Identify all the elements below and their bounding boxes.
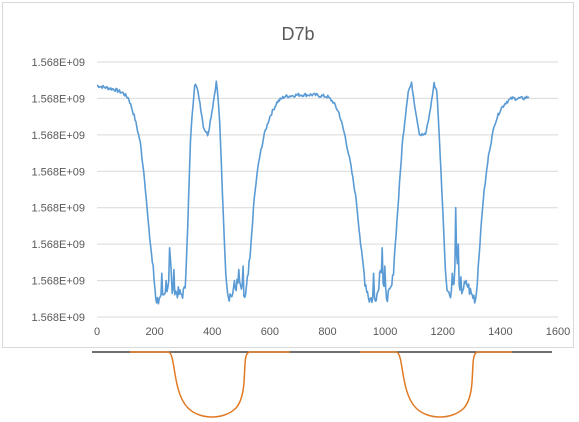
x-tick-label: 400 [203,326,221,338]
x-tick-label: 1000 [373,326,397,338]
x-tick-label: 200 [145,326,163,338]
y-axis-ticks: 1.568E+09 1.568E+09 1.568E+09 1.568E+09 1.56… [31,57,85,324]
y-tick-label: 1.568E+09 [31,312,85,324]
x-tick-label: 800 [318,326,336,338]
x-tick-label: 1600 [546,326,570,338]
annotation-dip-right [360,351,512,418]
gridlines [97,61,558,318]
chart-title: D7b [281,24,314,44]
y-tick-label: 1.568E+09 [31,276,85,288]
x-tick-label: 1400 [488,326,512,338]
bottom-annotation [92,351,552,418]
x-tick-label: 1200 [431,326,455,338]
y-tick-label: 1.568E+09 [31,130,85,142]
y-tick-label: 1.568E+09 [31,239,85,251]
y-tick-label: 1.568E+09 [31,57,85,69]
x-tick-label: 600 [261,326,279,338]
x-axis-ticks: 0 200 400 600 800 1000 1200 1400 1600 [94,326,570,338]
y-tick-label: 1.568E+09 [31,93,85,105]
x-tick-label: 0 [94,326,100,338]
annotation-dip-left [130,351,290,418]
series-group [96,80,530,305]
chart-frame [2,2,574,348]
y-tick-label: 1.568E+09 [31,166,85,178]
series-line [96,80,530,305]
y-tick-label: 1.568E+09 [31,203,85,215]
